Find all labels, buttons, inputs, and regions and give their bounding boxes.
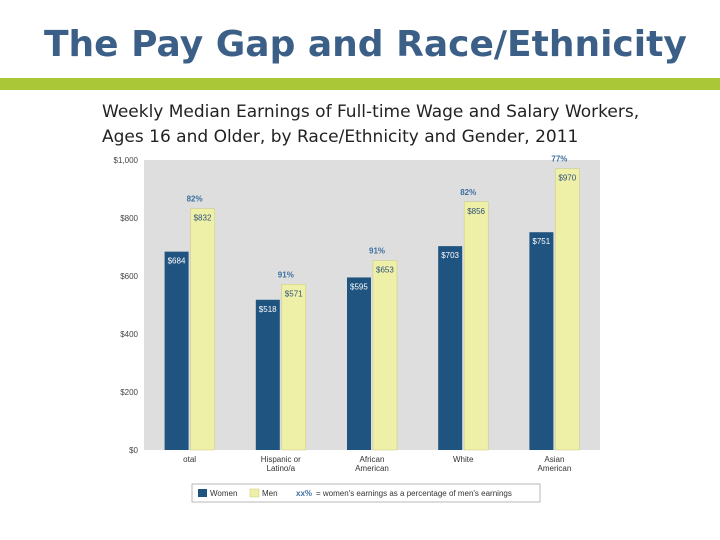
legend: Women Men xx% = women's earnings as a pe… — [191, 483, 541, 503]
bar-women-value-label: $684 — [168, 257, 186, 266]
bar-women — [529, 232, 554, 450]
percent-label: 82% — [460, 188, 476, 197]
bar-women — [347, 277, 371, 450]
legend-pct-text: = women's earnings as a percentage of me… — [316, 489, 512, 498]
percent-label: 91% — [278, 270, 294, 279]
bars-group: $684 $832 82% $518 $571 91% $595 $653 91% $703 $85… — [164, 155, 580, 451]
bar-men — [463, 201, 489, 451]
bar-men-value-label: $856 — [467, 207, 485, 216]
x-category-label: American — [355, 464, 389, 473]
bar-women — [255, 299, 280, 450]
legend-women-label: Women — [210, 489, 237, 498]
bar-men — [281, 284, 307, 451]
legend-box — [191, 483, 541, 503]
earnings-bar-chart: $0 $200 $400 $600 $800 $1,000 $684 $832 82% $518… — [114, 155, 600, 503]
legend-men-label: Men — [262, 489, 278, 498]
bar-women — [164, 251, 189, 450]
bar-women-value-label: $751 — [532, 237, 550, 246]
legend-men-swatch — [249, 488, 260, 498]
x-category-label: otal — [183, 455, 196, 464]
percent-label: 82% — [187, 195, 203, 204]
plot-background — [144, 160, 600, 450]
bar-men-value-label: $970 — [558, 174, 576, 183]
bar-men-value-label: $653 — [376, 266, 394, 275]
x-category-label: White — [453, 455, 474, 464]
bar-men — [555, 168, 580, 451]
legend-women-swatch — [198, 489, 207, 497]
subtitle-line-1: Weekly Median Earnings of Full-time Wage… — [102, 102, 640, 122]
percent-label: 91% — [369, 247, 385, 256]
chart-subtitle: Weekly Median Earnings of Full-time Wage… — [102, 100, 662, 150]
subtitle-line-2: Ages 16 and Older, by Race/Ethnicity and… — [102, 127, 579, 147]
bar-men-value-label: $571 — [285, 289, 303, 298]
bar-men-value-label: $832 — [194, 214, 212, 223]
x-category-label: Hispanic or — [261, 455, 301, 464]
bar-women-value-label: $518 — [259, 305, 277, 314]
slide-title: The Pay Gap and Race/Ethnicity — [44, 24, 687, 65]
x-category-label: Asian — [544, 455, 564, 464]
x-category-label: African — [360, 455, 385, 464]
percent-label: 77% — [551, 155, 567, 164]
bar-women-value-label: $703 — [441, 251, 459, 260]
y-tick-label: $800 — [120, 214, 138, 223]
y-tick-label: $200 — [120, 388, 138, 397]
bar-women — [438, 246, 463, 450]
bar-men — [372, 260, 398, 451]
bar-women-value-label: $595 — [350, 282, 368, 291]
y-tick-label: $0 — [129, 446, 138, 455]
y-tick-label: $600 — [120, 272, 138, 281]
x-category-label: American — [538, 464, 572, 473]
y-tick-label: $1,000 — [114, 156, 139, 165]
x-category-label: Latino/a — [267, 464, 296, 473]
y-axis: $0 $200 $400 $600 $800 $1,000 — [114, 156, 139, 455]
bar-men — [190, 208, 215, 451]
x-axis: otal Hispanic orLatino/aAfricanAmericanWh… — [183, 455, 571, 473]
y-tick-label: $400 — [120, 330, 138, 339]
legend-pct-marker: xx% — [296, 489, 312, 498]
accent-bar — [0, 78, 720, 90]
